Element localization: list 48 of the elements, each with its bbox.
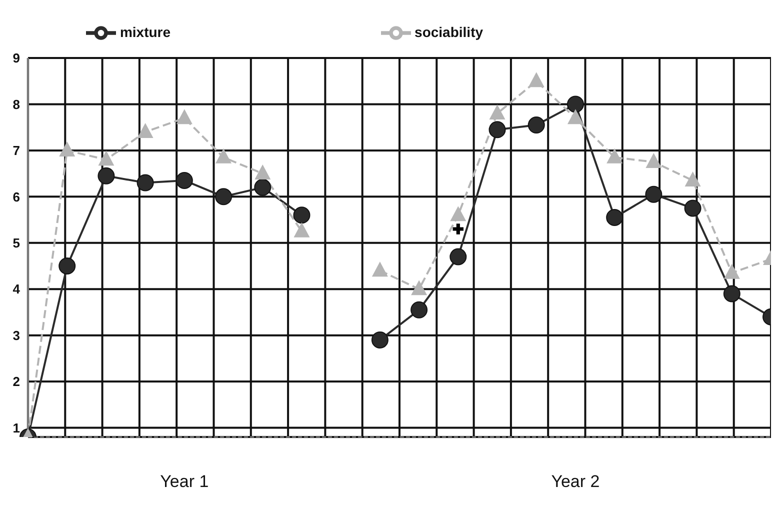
point [606, 208, 624, 226]
point [254, 164, 271, 180]
y-tick-label: 7 [12, 143, 20, 158]
point [59, 141, 76, 156]
point [528, 116, 545, 134]
point [411, 280, 428, 296]
point [567, 109, 584, 124]
point [136, 174, 154, 192]
point [98, 167, 115, 184]
point [294, 222, 310, 238]
point [566, 96, 584, 113]
legend-label: mixture [120, 24, 171, 40]
point [528, 72, 544, 88]
point [371, 331, 388, 348]
x-tick-label: Year 1 [160, 472, 209, 492]
point [450, 206, 466, 222]
point [488, 121, 506, 138]
x-tick-label: Year 2 [551, 472, 600, 492]
y-tick-label: 3 [12, 328, 20, 343]
point [646, 152, 662, 168]
point [176, 109, 192, 124]
y-tick-label: 2 [12, 374, 20, 390]
point [489, 104, 506, 120]
point [98, 150, 114, 166]
legend-label: sociability [414, 24, 484, 40]
y-tick-label: 4 [12, 282, 21, 297]
point [372, 262, 388, 277]
point [452, 224, 464, 234]
point [723, 285, 740, 302]
point [254, 178, 272, 196]
point [645, 186, 662, 203]
y-tick-label: 9 [12, 50, 20, 66]
point [450, 248, 467, 266]
point [293, 206, 310, 224]
y-tick-label: 6 [12, 189, 20, 204]
point [137, 122, 154, 138]
point [176, 172, 193, 189]
point [684, 171, 701, 186]
y-tick-label: 1 [12, 420, 20, 436]
point [684, 200, 702, 217]
point [216, 148, 232, 164]
y-tick-label: 8 [12, 96, 20, 112]
y-tick-label: 5 [12, 235, 20, 250]
point [215, 188, 232, 206]
point [724, 264, 740, 279]
point [606, 148, 623, 164]
point [58, 257, 76, 274]
point [410, 301, 428, 318]
